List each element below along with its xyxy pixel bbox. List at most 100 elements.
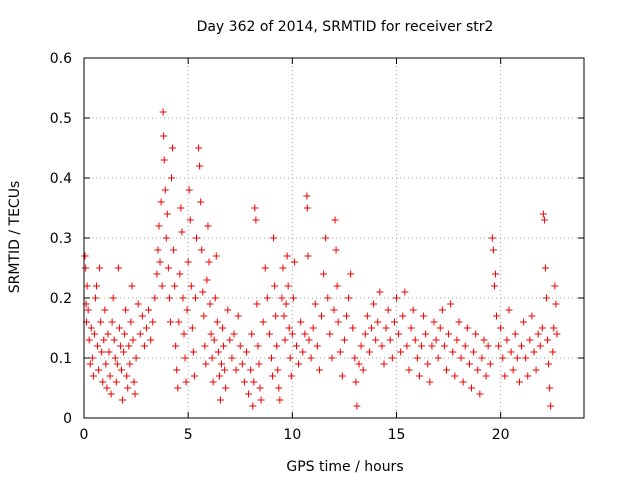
data-point	[305, 336, 313, 344]
data-point	[175, 318, 183, 326]
data-point	[351, 354, 359, 362]
data-point	[501, 372, 509, 380]
y-tick-label: 0.6	[50, 51, 72, 67]
data-point	[549, 348, 557, 356]
data-point	[184, 258, 192, 266]
data-point	[160, 156, 168, 164]
data-point	[287, 372, 295, 380]
data-point	[440, 342, 448, 350]
y-axis-label: SRMTID / TECUs	[7, 181, 23, 294]
data-point	[465, 360, 473, 368]
data-point	[129, 336, 137, 344]
data-point	[489, 246, 497, 254]
data-point	[304, 252, 312, 260]
data-point	[528, 312, 536, 320]
data-point	[143, 324, 150, 332]
data-point	[99, 378, 107, 386]
y-tick-label: 0	[63, 411, 72, 427]
data-point	[459, 378, 467, 386]
data-point	[218, 360, 225, 368]
data-point	[180, 330, 188, 338]
data-point	[198, 246, 206, 254]
data-point	[280, 312, 288, 320]
data-point	[543, 294, 550, 302]
data-point	[386, 336, 394, 344]
data-point	[164, 264, 172, 272]
data-point	[250, 378, 258, 386]
data-point	[288, 330, 296, 338]
data-point	[126, 360, 134, 368]
data-point	[503, 336, 511, 344]
data-point	[522, 354, 530, 362]
x-tick-label: 5	[184, 427, 193, 443]
data-point	[290, 258, 298, 266]
x-tick-label: 0	[80, 427, 89, 443]
data-point	[103, 384, 111, 392]
data-point	[195, 144, 203, 152]
data-point	[282, 300, 290, 308]
data-point	[486, 360, 494, 368]
data-point	[540, 216, 548, 224]
y-tick-label: 0.4	[50, 171, 72, 187]
data-point	[255, 360, 263, 368]
data-point	[226, 336, 234, 344]
data-point	[230, 330, 238, 338]
data-point	[171, 282, 179, 290]
data-point	[405, 366, 413, 374]
data-point	[278, 294, 286, 302]
data-point	[493, 312, 500, 320]
data-point	[123, 372, 131, 380]
data-point	[293, 342, 300, 350]
data-point	[476, 390, 484, 398]
data-point	[322, 234, 330, 242]
data-point	[507, 348, 515, 356]
data-point	[185, 186, 193, 194]
data-point	[355, 360, 363, 368]
data-point	[372, 336, 380, 344]
data-point	[347, 270, 355, 278]
data-point	[520, 318, 528, 326]
x-tick-label: 15	[388, 427, 406, 443]
data-point	[238, 360, 246, 368]
data-point	[170, 246, 178, 254]
data-point	[213, 318, 221, 326]
data-point	[136, 330, 144, 338]
data-point	[96, 264, 104, 272]
data-point	[196, 162, 204, 170]
data-point	[101, 306, 109, 314]
data-point	[453, 336, 461, 344]
data-point	[236, 342, 244, 350]
data-point	[424, 360, 432, 368]
data-point	[539, 210, 547, 218]
data-point	[472, 330, 480, 338]
data-point	[206, 300, 214, 308]
data-point	[111, 354, 119, 362]
data-point	[349, 324, 357, 332]
data-point	[93, 282, 100, 290]
data-point	[332, 246, 340, 254]
data-point	[352, 378, 360, 386]
data-point	[240, 378, 248, 386]
data-point	[189, 348, 197, 356]
data-point	[552, 300, 560, 308]
y-tick-label: 0.1	[50, 351, 72, 367]
data-point	[130, 378, 138, 386]
data-point	[140, 342, 148, 350]
data-point	[265, 330, 273, 338]
data-point	[91, 294, 99, 302]
data-point	[505, 306, 513, 314]
data-point	[197, 198, 205, 206]
data-point	[449, 348, 457, 356]
data-point	[357, 342, 365, 350]
data-point	[468, 384, 475, 392]
data-point	[116, 342, 124, 350]
data-point	[378, 342, 386, 350]
data-point	[183, 306, 191, 314]
data-point	[209, 378, 217, 386]
data-point	[162, 234, 170, 242]
data-point	[82, 264, 90, 272]
data-point	[513, 354, 521, 362]
data-point	[89, 372, 97, 380]
data-point	[214, 348, 222, 356]
